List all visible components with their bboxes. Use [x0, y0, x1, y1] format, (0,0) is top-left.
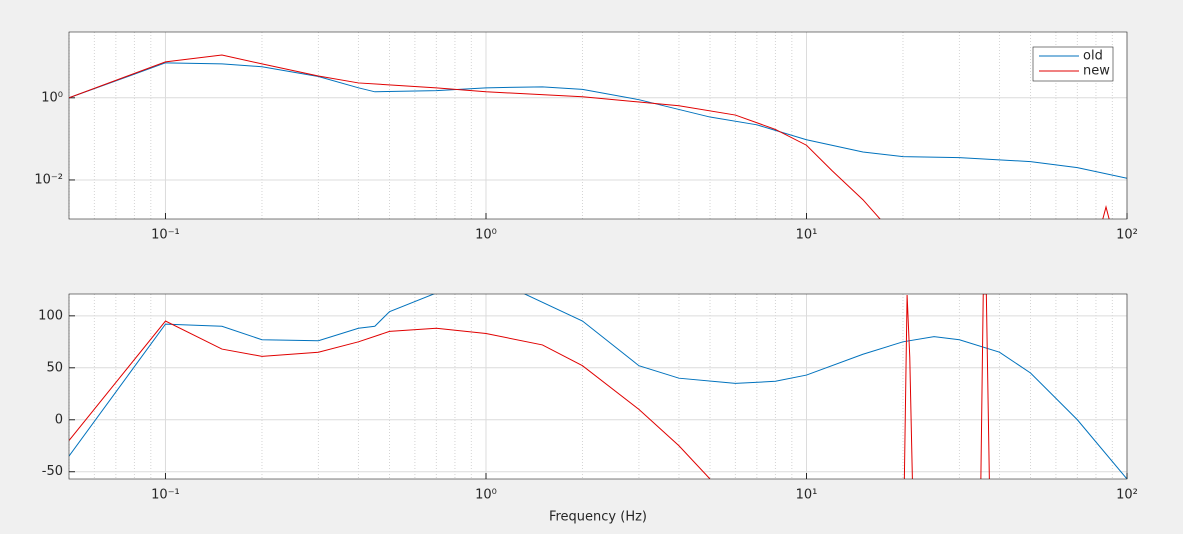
series-line — [69, 54, 1110, 219]
y-tick-label: 100 — [38, 308, 63, 323]
x-tick-label: 10⁰ — [475, 488, 497, 503]
axes-background — [69, 32, 1127, 219]
axes: 10⁻¹ 10⁰ 10¹ 10² -50 0 50 100 Frequency (Hz) — [38, 293, 1138, 525]
x-tick-label: 10² — [1116, 228, 1138, 243]
x-tick-label: 10² — [1116, 488, 1138, 503]
axes-box — [68, 293, 1128, 480]
x-tick-label: 10⁻¹ — [151, 228, 180, 243]
axes-background — [69, 294, 1127, 479]
x-tick-label: 10¹ — [796, 228, 818, 243]
legend-label: old — [1083, 49, 1103, 64]
series-line — [69, 62, 1127, 179]
y-tick-label: 10⁰ — [41, 90, 63, 105]
y-tick-label: 50 — [46, 360, 63, 375]
axes-box — [68, 31, 1128, 220]
y-tick-label: -50 — [42, 464, 63, 479]
series-line — [69, 294, 1127, 479]
x-tick-label: 10⁻¹ — [151, 488, 180, 503]
y-tick-label: 0 — [55, 412, 63, 427]
x-tick-label: 10¹ — [796, 488, 818, 503]
legend-label: new — [1083, 64, 1110, 79]
y-tick-label: 10⁻² — [34, 172, 63, 187]
x-axis-label: Frequency (Hz) — [549, 510, 647, 525]
x-tick-label: 10⁰ — [475, 228, 497, 243]
legend-box — [1032, 46, 1114, 82]
series-line — [69, 294, 990, 479]
